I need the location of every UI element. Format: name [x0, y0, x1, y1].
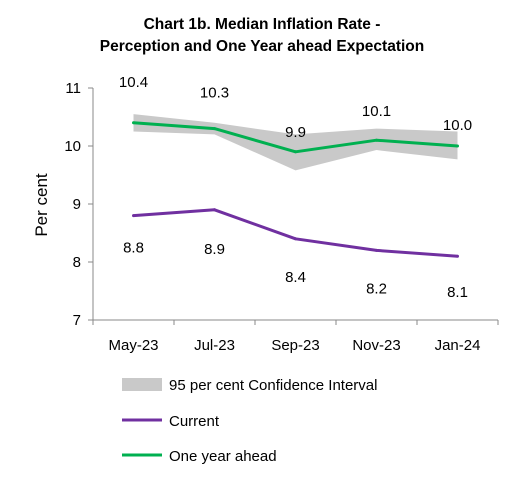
legend: 95 per cent Confidence Interval Current …: [122, 377, 377, 465]
data-point-current: [294, 237, 297, 241]
legend-label-current: Current: [169, 413, 220, 430]
axis-layer: 7 8 9 10 11 May-23 Jul-23 Sep-23 Nov-23 Jan-24: [64, 80, 499, 354]
y-axis-title: Per cent: [32, 173, 51, 237]
data-label-current: 8.9: [204, 241, 225, 258]
data-point-one-year-ahead: [132, 121, 135, 125]
y-tick-label: 11: [65, 80, 81, 97]
data-label-one-year-ahead: 10.0: [443, 117, 472, 134]
y-tick-label: 7: [73, 312, 81, 329]
series-line-current: [133, 208, 458, 258]
legend-swatch-confidence-interval: [122, 378, 162, 391]
data-label-current: 8.4: [285, 269, 306, 286]
x-tick-label: Jan-24: [435, 337, 481, 354]
data-point-one-year-ahead: [294, 150, 297, 154]
data-label-one-year-ahead: 10.1: [362, 103, 391, 120]
x-tick-label: May-23: [108, 337, 158, 354]
data-label-one-year-ahead: 9.9: [285, 124, 306, 141]
data-point-current: [375, 248, 378, 252]
data-label-current: 8.2: [366, 280, 387, 297]
data-label-layer: 8.8 8.9 8.4 8.2 8.1 10.4 10.3 9.9 10.1 10.0: [119, 74, 472, 301]
y-tick-label: 8: [73, 254, 81, 271]
y-tick-label: 9: [73, 196, 81, 213]
data-point-current: [456, 254, 459, 258]
y-tick-label: 10: [64, 138, 81, 155]
x-tick-label: Sep-23: [271, 337, 319, 354]
data-point-one-year-ahead: [456, 144, 459, 148]
data-label-current: 8.8: [123, 240, 144, 257]
legend-label-confidence-interval: 95 per cent Confidence Interval: [169, 377, 377, 394]
legend-label-one-year-ahead: One year ahead: [169, 448, 277, 465]
data-label-one-year-ahead: 10.4: [119, 74, 148, 91]
data-label-one-year-ahead: 10.3: [200, 85, 229, 102]
x-tick-label: Nov-23: [352, 337, 400, 354]
data-point-one-year-ahead: [213, 127, 216, 131]
chart-title-line-1: Chart 1b. Median Inflation Rate -: [143, 16, 381, 33]
series-layer: [132, 121, 459, 258]
data-point-one-year-ahead: [375, 138, 378, 142]
data-label-current: 8.1: [447, 284, 468, 301]
data-point-current: [132, 214, 135, 218]
chart-title: Chart 1b. Median Inflation Rate - Percep…: [0, 14, 524, 58]
x-tick-label: Jul-23: [194, 337, 235, 354]
data-point-current: [213, 208, 216, 212]
chart-title-line-2: Perception and One Year ahead Expectatio…: [99, 38, 425, 55]
